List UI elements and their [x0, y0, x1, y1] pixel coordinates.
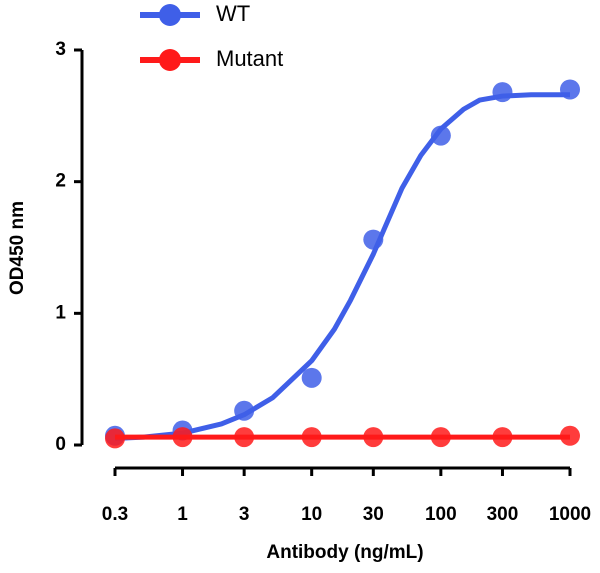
- data-point: [234, 427, 255, 448]
- data-point: [301, 427, 322, 448]
- legend-marker: [159, 4, 181, 26]
- data-point: [560, 425, 580, 446]
- data-point: [492, 427, 513, 448]
- x-tick-label: 10: [301, 504, 322, 525]
- y-tick-label: 3: [55, 39, 66, 60]
- data-point: [560, 79, 580, 100]
- x-tick-label: 0.3: [102, 504, 128, 525]
- legend-marker: [159, 49, 181, 71]
- y-tick-label: 0: [55, 434, 66, 455]
- x-tick-label: 300: [487, 504, 519, 525]
- data-point: [234, 400, 255, 421]
- y-tick-label: 2: [55, 171, 66, 192]
- x-tick-label: 100: [425, 504, 457, 525]
- fit-curve: [114, 92, 570, 441]
- x-tick-label: 3: [239, 504, 250, 525]
- data-point: [430, 125, 451, 146]
- data-point: [105, 428, 125, 449]
- y-axis-label: OD450 nm: [7, 201, 28, 295]
- data-point: [430, 427, 451, 448]
- data-point: [172, 427, 193, 448]
- data-point: [363, 229, 384, 250]
- data-point: [301, 367, 322, 388]
- data-point: [492, 82, 513, 103]
- legend-label: Mutant: [216, 46, 283, 71]
- x-tick-label: 1: [177, 504, 188, 525]
- x-axis-label: Antibody (ng/mL): [266, 542, 423, 563]
- legend-label: WT: [216, 1, 250, 26]
- data-point: [363, 427, 384, 448]
- x-tick-label: 30: [363, 504, 384, 525]
- x-tick-label: 1000: [549, 504, 591, 525]
- y-tick-label: 1: [55, 302, 66, 323]
